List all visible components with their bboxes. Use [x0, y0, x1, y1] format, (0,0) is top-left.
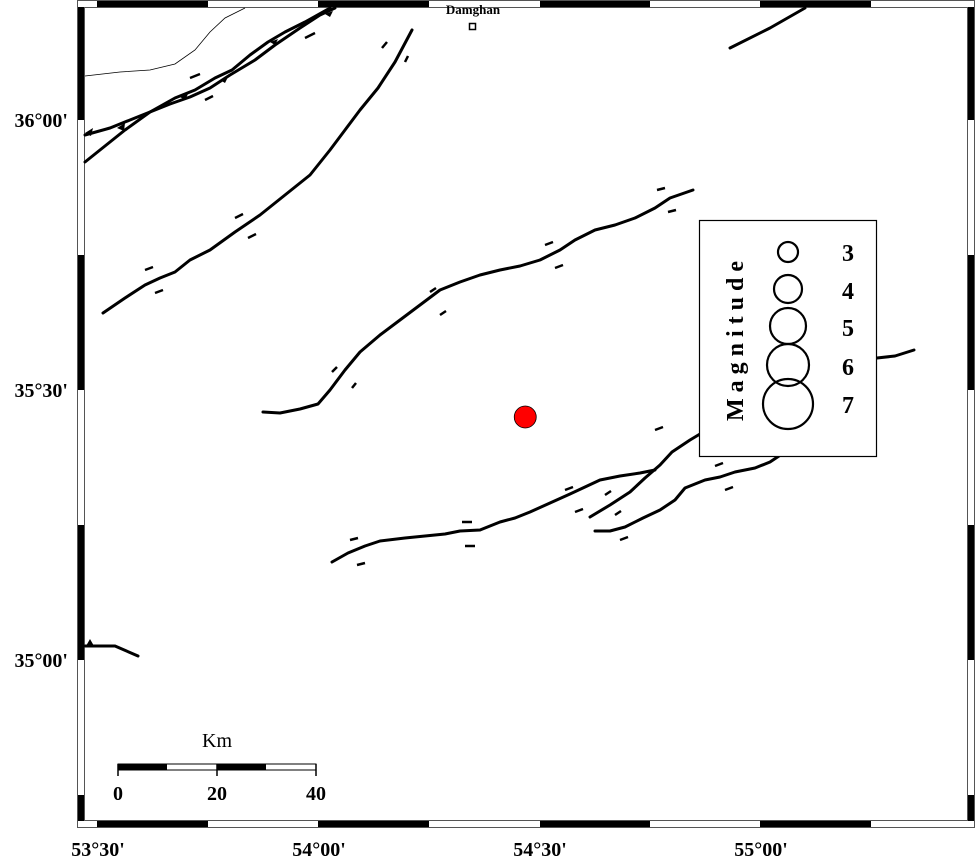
city-label: Damghan	[446, 2, 501, 17]
magnitude-legend: Magnitude 3 4 5 6 7	[698, 219, 878, 458]
legend-label: 5	[842, 316, 854, 342]
scale-label: 0	[113, 783, 123, 805]
y-tick-label: 36°00'	[14, 110, 68, 132]
legend-label: 6	[842, 355, 854, 381]
legend-label: 7	[842, 393, 854, 419]
fault-lines	[83, 6, 916, 658]
coastline	[84, 7, 246, 77]
legend-circle-m3	[776, 240, 800, 264]
x-tick-label: 54°30'	[513, 839, 567, 859]
legend-circle-m4	[772, 273, 804, 305]
legend-circle-m7	[761, 377, 815, 431]
x-axis-labels: 53°30' 54°00' 54°30' 55°00'	[71, 839, 788, 859]
city-damghan: Damghan	[446, 2, 501, 31]
x-tick-label: 54°00'	[292, 839, 346, 859]
x-tick-label: 55°00'	[734, 839, 788, 859]
legend-label: 4	[842, 279, 854, 305]
slip-arrows	[85, 11, 734, 646]
earthquake-epicenter	[513, 405, 537, 429]
scale-label: 20	[207, 783, 227, 805]
x-tick-label: 53°30'	[71, 839, 125, 859]
scale-bar: Km 0 20 40	[113, 730, 326, 805]
y-tick-label: 35°30'	[14, 380, 68, 402]
y-tick-label: 35°00'	[14, 650, 68, 672]
y-axis-labels: 36°00' 35°30' 35°00'	[14, 110, 68, 672]
legend-circle-m6	[765, 342, 811, 388]
scale-label: 40	[306, 783, 326, 805]
legend-title: Magnitude	[723, 255, 749, 421]
legend-label: 3	[842, 241, 854, 267]
scale-unit: Km	[202, 730, 232, 752]
